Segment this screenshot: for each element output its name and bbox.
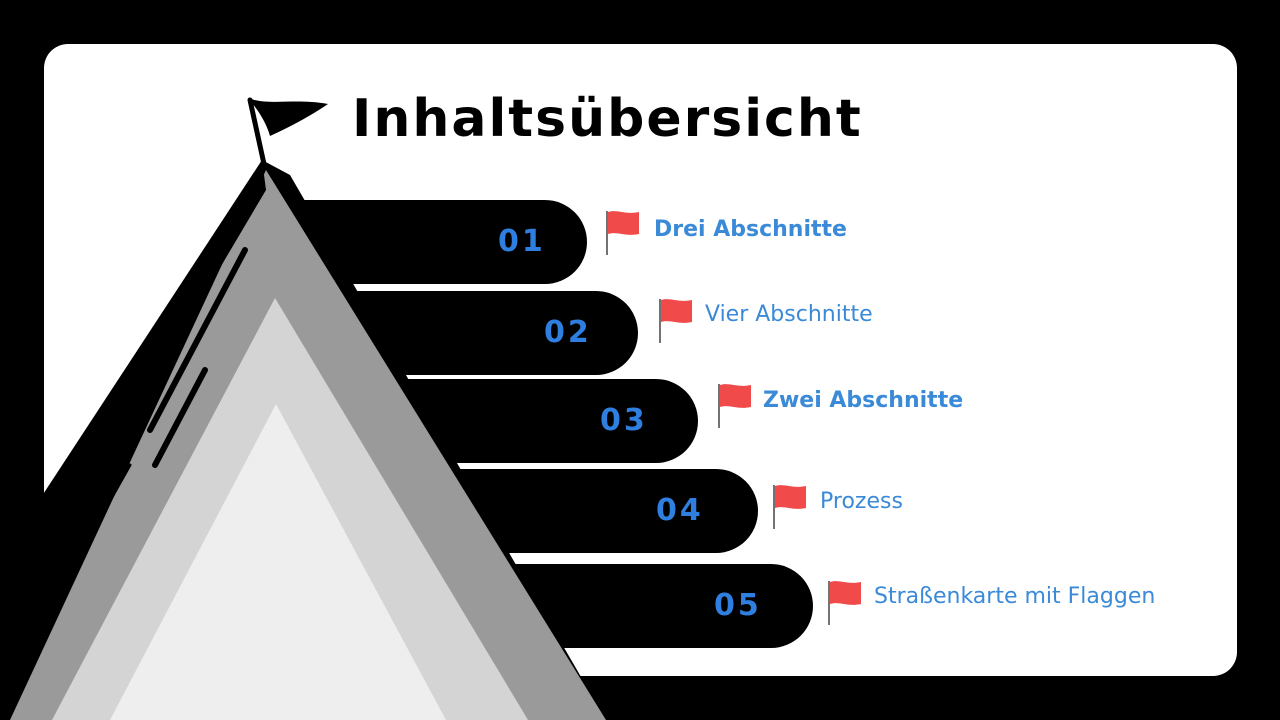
flag-icon (606, 211, 639, 255)
item-label-5: Straßenkarte mit Flaggen (874, 584, 1156, 609)
flag-icon (773, 485, 806, 529)
item-number-2: 02 (544, 315, 592, 350)
summit-flag-icon (247, 97, 328, 167)
item-number-4: 04 (656, 493, 704, 528)
item-number-5: 05 (714, 588, 762, 623)
item-label-2: Vier Abschnitte (705, 302, 873, 327)
page-title: Inhaltsübersicht (352, 89, 863, 149)
item-label-1: Drei Abschnitte (654, 217, 847, 242)
flag-icon (828, 581, 861, 625)
flag-icon (659, 299, 692, 343)
item-label-4: Prozess (820, 489, 903, 514)
item-number-1: 01 (498, 224, 546, 259)
item-number-3: 03 (600, 403, 648, 438)
flag-icon (718, 384, 751, 428)
item-label-3: Zwei Abschnitte (763, 388, 964, 413)
